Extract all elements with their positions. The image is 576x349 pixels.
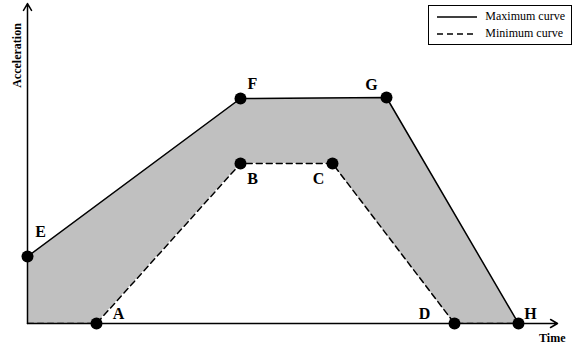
svg-text:D: D <box>419 305 431 322</box>
svg-text:C: C <box>313 170 325 187</box>
svg-text:Acceleration: Acceleration <box>10 23 24 88</box>
svg-text:E: E <box>35 223 46 240</box>
svg-text:F: F <box>248 75 258 92</box>
svg-text:B: B <box>247 170 258 187</box>
svg-text:A: A <box>113 305 125 322</box>
html-text:Maximum curve: Maximum curve <box>485 9 565 23</box>
svg-text:G: G <box>365 76 378 93</box>
svg-text:Time: Time <box>539 331 566 345</box>
html-text:Minimum curve: Minimum curve <box>485 26 563 40</box>
svg-text:H: H <box>524 305 537 322</box>
